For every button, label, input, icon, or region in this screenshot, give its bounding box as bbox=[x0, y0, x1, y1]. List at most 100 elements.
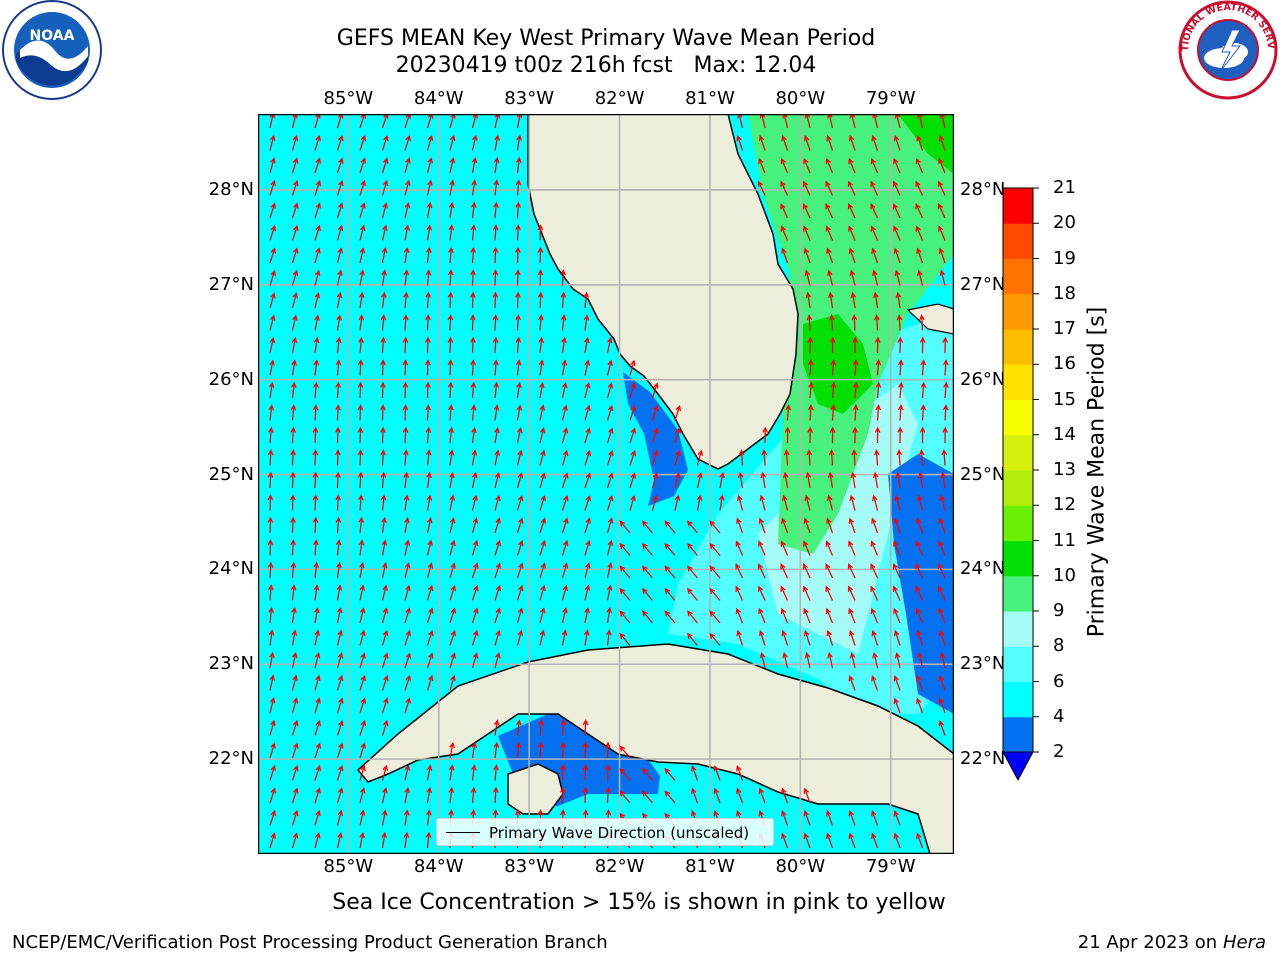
wave-vector-head bbox=[360, 652, 366, 659]
wave-vector bbox=[404, 270, 408, 286]
wave-vector-head bbox=[448, 224, 455, 231]
wave-vector-head bbox=[606, 584, 613, 591]
wave-vector bbox=[314, 181, 321, 196]
wave-vector bbox=[426, 382, 429, 399]
wave-vector-head bbox=[517, 494, 524, 502]
wave-vector-head bbox=[894, 269, 901, 276]
wave-vector bbox=[269, 540, 272, 556]
wave-vector bbox=[471, 337, 474, 354]
wave-vector bbox=[381, 360, 384, 376]
wave-vector bbox=[619, 611, 631, 624]
wave-vector-head bbox=[383, 674, 389, 682]
wave-vector bbox=[336, 427, 339, 444]
wave-vector bbox=[449, 360, 452, 376]
wave-vector-head bbox=[427, 584, 434, 592]
wave-vector-head bbox=[382, 719, 389, 727]
wave-vector-head bbox=[938, 697, 944, 704]
wave-vector-head bbox=[562, 404, 568, 411]
wave-vector bbox=[381, 720, 388, 736]
wave-vector bbox=[805, 270, 811, 286]
wave-vector-head bbox=[942, 404, 949, 411]
wave-vector bbox=[539, 360, 543, 376]
wave-vector-head bbox=[829, 314, 835, 321]
wave-vector bbox=[714, 788, 721, 804]
wave-vector-head bbox=[686, 565, 693, 572]
wave-vector bbox=[895, 495, 901, 511]
wave-vector-head bbox=[338, 742, 344, 749]
wave-vector-head bbox=[915, 585, 921, 592]
wave-vector bbox=[918, 495, 924, 511]
wave-vector bbox=[561, 765, 564, 781]
wave-vector bbox=[916, 608, 924, 624]
lat-label-left: 25°N bbox=[208, 463, 254, 485]
wave-vector bbox=[516, 158, 520, 174]
wave-vector-head bbox=[450, 562, 456, 569]
wave-vector bbox=[381, 472, 385, 489]
wave-vector-head bbox=[495, 494, 501, 502]
wave-vector bbox=[916, 676, 924, 691]
wave-vector bbox=[269, 811, 276, 826]
wave-vector bbox=[494, 114, 499, 129]
wave-vector bbox=[404, 337, 407, 354]
wave-vector-head bbox=[381, 831, 388, 839]
map-border bbox=[258, 114, 954, 854]
wave-vector-head bbox=[472, 494, 478, 501]
wave-vector-head bbox=[916, 675, 922, 682]
wave-vector bbox=[709, 566, 721, 579]
wave-vector-head bbox=[784, 426, 791, 433]
wave-vector bbox=[336, 517, 340, 534]
wave-vector-head bbox=[494, 134, 500, 141]
wave-vector-head bbox=[517, 584, 524, 592]
wave-vector-head bbox=[518, 562, 524, 569]
wave-vector-head bbox=[803, 832, 809, 839]
legend-label: Primary Wave Direction (unscaled) bbox=[489, 824, 750, 842]
wave-vector-head bbox=[871, 675, 877, 682]
wave-vector bbox=[944, 383, 947, 399]
wave-vector bbox=[516, 135, 521, 151]
wave-vector bbox=[471, 788, 475, 804]
wave-vector bbox=[291, 181, 298, 196]
wave-vector-head bbox=[450, 539, 456, 547]
svg-text:NOAA: NOAA bbox=[30, 28, 75, 44]
wave-vector bbox=[921, 360, 925, 376]
wave-vector-head bbox=[802, 180, 809, 187]
wave-vector-head bbox=[697, 449, 704, 457]
lon-label-top: 83°W bbox=[504, 88, 554, 109]
wave-vector-head bbox=[762, 426, 768, 433]
wave-vector bbox=[359, 136, 366, 151]
wave-vector bbox=[404, 495, 408, 511]
wave-vector-head bbox=[938, 134, 945, 142]
wave-vector-head bbox=[290, 404, 297, 411]
wave-vector bbox=[803, 204, 811, 219]
lon-label-bottom: 82°W bbox=[594, 856, 645, 877]
wave-vector-head bbox=[803, 607, 809, 615]
wave-vector bbox=[896, 653, 901, 669]
wave-vector-head bbox=[404, 516, 410, 524]
wave-vector bbox=[826, 811, 834, 826]
wave-vector-head bbox=[515, 809, 521, 816]
wave-vector-head bbox=[360, 697, 367, 704]
wave-vector bbox=[359, 248, 364, 264]
wave-vector-head bbox=[802, 203, 809, 210]
lat-label-right: 23°N bbox=[960, 653, 1006, 675]
wave-vector-head bbox=[826, 494, 833, 502]
wave-vector bbox=[404, 473, 408, 489]
wave-vector bbox=[853, 315, 856, 331]
wave-vector-head bbox=[290, 449, 296, 456]
wave-vector bbox=[939, 676, 946, 691]
wave-vector-head bbox=[426, 494, 433, 501]
wave-vector bbox=[642, 611, 653, 624]
wave-vector-head bbox=[337, 202, 344, 209]
wave-vector bbox=[539, 383, 544, 399]
wave-vector-head bbox=[270, 832, 276, 839]
wave-vector-head bbox=[802, 585, 809, 592]
wave-vector-head bbox=[892, 180, 899, 187]
wave-vector-head bbox=[471, 764, 477, 771]
wave-vector-head bbox=[758, 810, 764, 817]
wave-vector bbox=[651, 495, 657, 511]
wave-vector bbox=[758, 586, 766, 601]
wave-vector-head bbox=[380, 314, 387, 321]
wave-vector bbox=[336, 315, 341, 331]
wave-vector-head bbox=[664, 790, 671, 797]
wave-vector-head bbox=[270, 809, 277, 817]
